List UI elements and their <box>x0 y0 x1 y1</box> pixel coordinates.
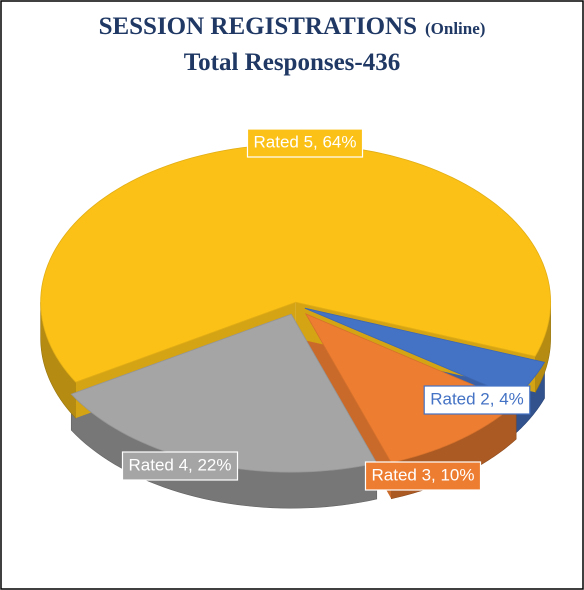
data-label: Rated 3, 10% <box>371 465 474 484</box>
data-label-box <box>246 128 364 158</box>
data-label-box <box>121 451 239 481</box>
title-main: SESSION REGISTRATIONS <box>99 13 417 40</box>
chart-title: SESSION REGISTRATIONS (Online) <box>99 13 486 40</box>
title-note: (Online) <box>425 19 485 38</box>
data-labels: Rated 2, 4% Rated 3, 10% Rated 4, 22% Rated… <box>121 128 531 491</box>
data-label: Rated 4, 22% <box>128 455 231 474</box>
chart-subtitle: Total Responses-436 <box>184 49 400 76</box>
data-label: Rated 2, 4% <box>430 389 524 408</box>
pie-tops <box>40 143 552 473</box>
data-label: Rated 5, 64% <box>253 132 356 151</box>
data-label-box <box>364 461 482 491</box>
data-label-box <box>423 385 531 415</box>
